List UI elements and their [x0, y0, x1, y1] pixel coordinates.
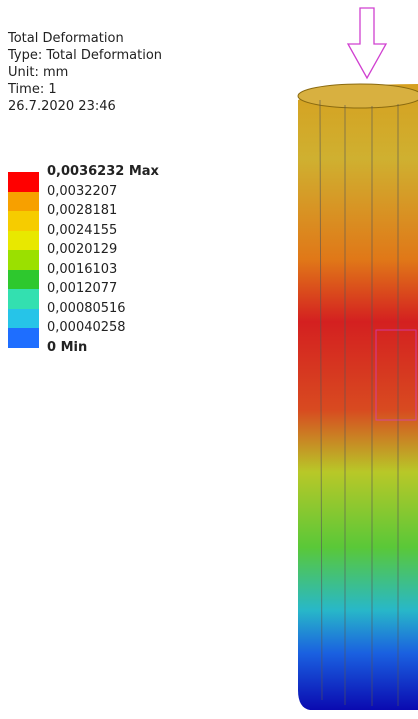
legend-label: 0,0028181 — [47, 202, 117, 219]
result-info: Total Deformation Type: Total Deformatio… — [8, 30, 162, 115]
legend-label: 0,0020129 — [47, 241, 117, 258]
legend-label: 0 Min — [47, 339, 87, 356]
legend-swatch — [8, 250, 39, 270]
page: {"info": {"title": "Total Deformation", … — [0, 0, 418, 719]
legend-swatch — [8, 172, 39, 192]
legend-swatch — [8, 270, 39, 290]
legend-swatch — [8, 309, 39, 329]
load-arrow — [348, 8, 386, 78]
result-time: Time: 1 — [8, 81, 162, 98]
result-type: Type: Total Deformation — [8, 47, 162, 64]
result-title: Total Deformation — [8, 30, 162, 47]
legend-label: 0,0036232 Max — [47, 163, 159, 180]
result-unit: Unit: mm — [8, 64, 162, 81]
legend-label: 0,00080516 — [47, 300, 126, 317]
legend-label: 0,0024155 — [47, 222, 117, 239]
legend-label: 0,0016103 — [47, 261, 117, 278]
legend-label: 0,0012077 — [47, 280, 117, 297]
legend-swatch — [8, 231, 39, 251]
deformed-body — [298, 84, 418, 710]
top-face — [298, 84, 418, 108]
legend-swatch — [8, 192, 39, 212]
result-date: 26.7.2020 23:46 — [8, 98, 162, 115]
legend-swatch — [8, 328, 39, 348]
legend-swatch — [8, 211, 39, 231]
legend-swatch — [8, 289, 39, 309]
legend-label: 0,0032207 — [47, 183, 117, 200]
legend-label: 0,00040258 — [47, 319, 126, 336]
